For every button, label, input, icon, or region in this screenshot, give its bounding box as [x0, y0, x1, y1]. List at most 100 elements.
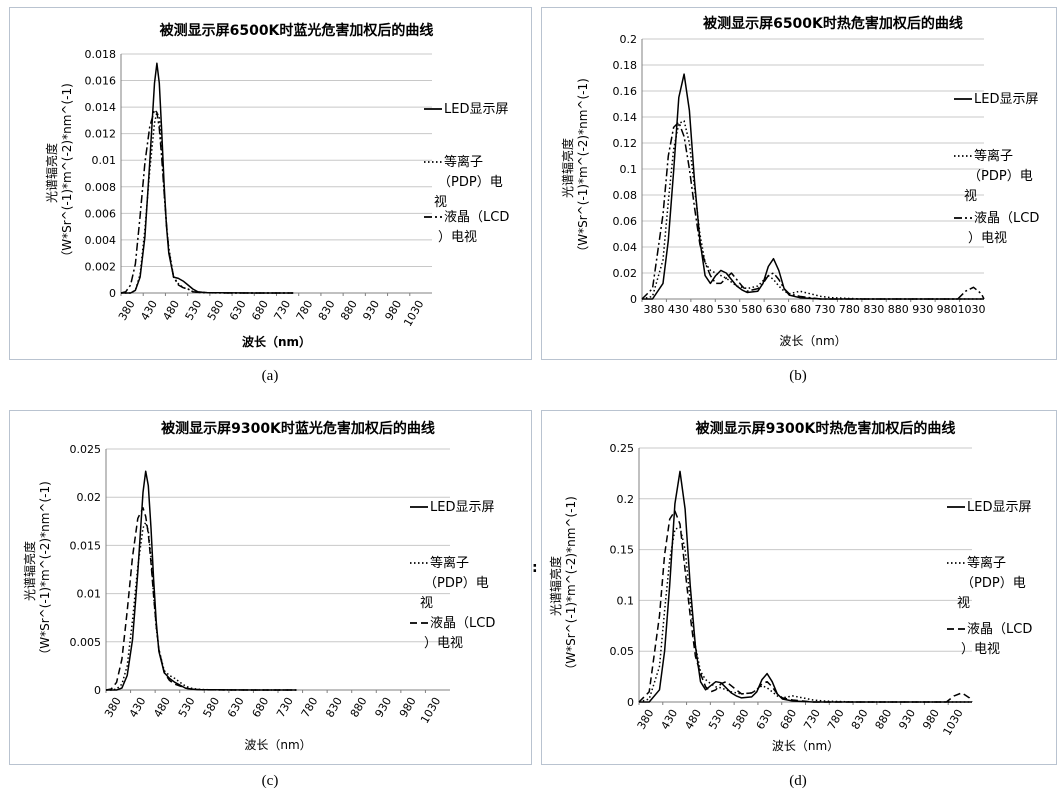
y-tick-label: 0.04 — [613, 241, 638, 254]
x-tick-label: 430 — [659, 707, 681, 732]
y-tick-label: 0.02 — [613, 267, 638, 280]
legend-label: LED显示屏 — [967, 500, 1031, 515]
legend-label: 液晶（LCD — [430, 616, 495, 631]
x-tick-label: 680 — [777, 707, 799, 732]
y-axis-label-line: （W*Sr^(-1)*m^(-2)*nm^(-1) — [576, 78, 590, 258]
y-tick-label: 0.015 — [70, 539, 102, 552]
x-tick-label: 630 — [766, 303, 787, 316]
x-tick-label: 630 — [754, 707, 776, 732]
x-tick-label: 830 — [323, 695, 345, 720]
legend-entry: 等离子 （PDP）电视 — [424, 154, 503, 210]
legend-label: （PDP）电 — [424, 576, 489, 591]
y-tick-label: 0.004 — [85, 234, 117, 247]
x-tick-label: 830 — [863, 303, 884, 316]
x-tick-label: 580 — [205, 298, 227, 323]
legend-entry: LED显示屏 — [424, 102, 508, 117]
y-axis-label-line: （W*Sr^(-1)*m^(-2)*nm^(-1) — [38, 481, 52, 661]
x-tick-label: 480 — [682, 707, 704, 732]
legend-entry: 液晶（LCD ）电视 — [954, 211, 1039, 246]
legend-entry: 等离子 （PDP）电视 — [954, 148, 1033, 204]
x-tick-label: 580 — [730, 707, 752, 732]
chart-title: 被测显示屏9300K时蓝光危害加权后的曲线 — [161, 420, 435, 437]
y-tick-label: 0 — [627, 696, 634, 709]
legend-entry: 等离子 （PDP）电视 — [947, 555, 1026, 611]
y-axis-label-line: 光谱辐亮度 — [44, 143, 59, 203]
series-line — [121, 111, 294, 294]
x-tick-label: 680 — [250, 695, 272, 720]
y-tick-label: 0.08 — [613, 189, 638, 202]
x-tick-label: 680 — [249, 298, 271, 323]
chart-panel-c: 被测显示屏9300K时蓝光危害加权后的曲线 0 0.005 0.01 0.015 0.02… — [9, 410, 532, 765]
series-line — [638, 510, 973, 703]
series-line — [641, 120, 984, 300]
x-axis-label: 波长（nm） — [242, 334, 311, 349]
x-tick-label: 380 — [644, 303, 665, 316]
x-tick-label: 480 — [160, 298, 182, 323]
chart-title: 被测显示屏9300K时热危害加权后的曲线 — [696, 420, 956, 437]
legend-label: ）电视 — [968, 231, 1007, 246]
x-tick-label: 880 — [873, 707, 895, 732]
x-tick-label: 930 — [372, 695, 394, 720]
x-tick-label: 830 — [316, 298, 338, 323]
legend-label: 等离子 — [444, 154, 483, 170]
legend-label: 等离子 — [974, 148, 1013, 164]
x-tick-label: 1030 — [958, 303, 986, 316]
legend-entry: LED显示屏 — [947, 500, 1031, 515]
y-tick-label: 0.01 — [92, 154, 117, 167]
y-tick-label: 0.014 — [85, 101, 117, 114]
caption-d: (d) — [789, 773, 807, 789]
x-tick-label: 980 — [920, 707, 942, 732]
chart-a: 被测显示屏6500K时蓝光危害加权后的曲线 0 0.002 0.004 0.006 0.0… — [44, 22, 509, 349]
legend-label: ）电视 — [438, 230, 477, 245]
x-tick-label: 930 — [896, 707, 918, 732]
series-line — [106, 470, 297, 691]
x-tick-label: 880 — [338, 298, 360, 323]
x-tick-label: 380 — [635, 707, 657, 732]
x-tick-label: 980 — [383, 298, 405, 323]
chart-title: 被测显示屏6500K时蓝光危害加权后的曲线 — [160, 22, 434, 39]
x-tick-label: 480 — [692, 303, 713, 316]
x-tick-label: 930 — [360, 298, 382, 323]
y-tick-label: 0.018 — [85, 48, 117, 61]
x-tick-label: 430 — [668, 303, 689, 316]
x-tick-label: 530 — [183, 298, 205, 323]
series-line — [639, 470, 972, 703]
legend-label: 等离子 — [967, 555, 1006, 571]
legend-label: 等离子 — [430, 555, 469, 571]
legend-label: 视 — [964, 189, 977, 204]
x-tick-label: 880 — [888, 303, 909, 316]
legend-entry: 等离子 （PDP）电视 — [410, 555, 489, 611]
legend-label: （PDP）电 — [961, 576, 1026, 591]
series-line — [120, 109, 294, 294]
chart-c: 被测显示屏9300K时蓝光危害加权后的曲线 0 0.005 0.01 0.015 0.02… — [22, 420, 495, 752]
legend-label: （PDP）电 — [968, 169, 1033, 184]
x-tick-label: 930 — [912, 303, 933, 316]
x-tick-label: 730 — [815, 303, 836, 316]
y-tick-label: 0.16 — [613, 85, 638, 98]
legend-entry: LED显示屏 — [954, 92, 1038, 107]
legend-label: 视 — [420, 596, 433, 611]
y-tick-label: 0.14 — [613, 111, 638, 124]
x-tick-label: 830 — [849, 707, 871, 732]
x-tick-label: 530 — [176, 695, 198, 720]
y-tick-label: 0.2 — [620, 33, 638, 46]
series-line — [641, 121, 985, 300]
x-tick-label: 980 — [397, 695, 419, 720]
legend-label: 视 — [957, 596, 970, 611]
legend-label: ）电视 — [424, 636, 463, 651]
chart-title: 被测显示屏6500K时热危害加权后的曲线 — [703, 15, 963, 32]
series-line — [106, 521, 297, 691]
x-tick-label: 630 — [227, 298, 249, 323]
y-tick-label: 0.2 — [617, 493, 635, 506]
x-tick-label: 780 — [839, 303, 860, 316]
x-tick-label: 580 — [200, 695, 222, 720]
x-tick-label: 1030 — [418, 695, 443, 726]
chart-panel-b: 被测显示屏6500K时热危害加权后的曲线 0 0.02 0.04 0.06 0.08 0.1… — [541, 7, 1057, 360]
x-tick-label: 530 — [706, 707, 728, 732]
y-tick-label: 0.005 — [70, 636, 102, 649]
y-axis-label-line: 光谱辐亮度 — [22, 541, 37, 601]
x-tick-label: 630 — [225, 695, 247, 720]
caption-b: (b) — [789, 368, 807, 384]
y-axis-label-line: 光谱辐亮度 — [560, 138, 575, 198]
y-tick-label: 0.006 — [85, 207, 117, 220]
